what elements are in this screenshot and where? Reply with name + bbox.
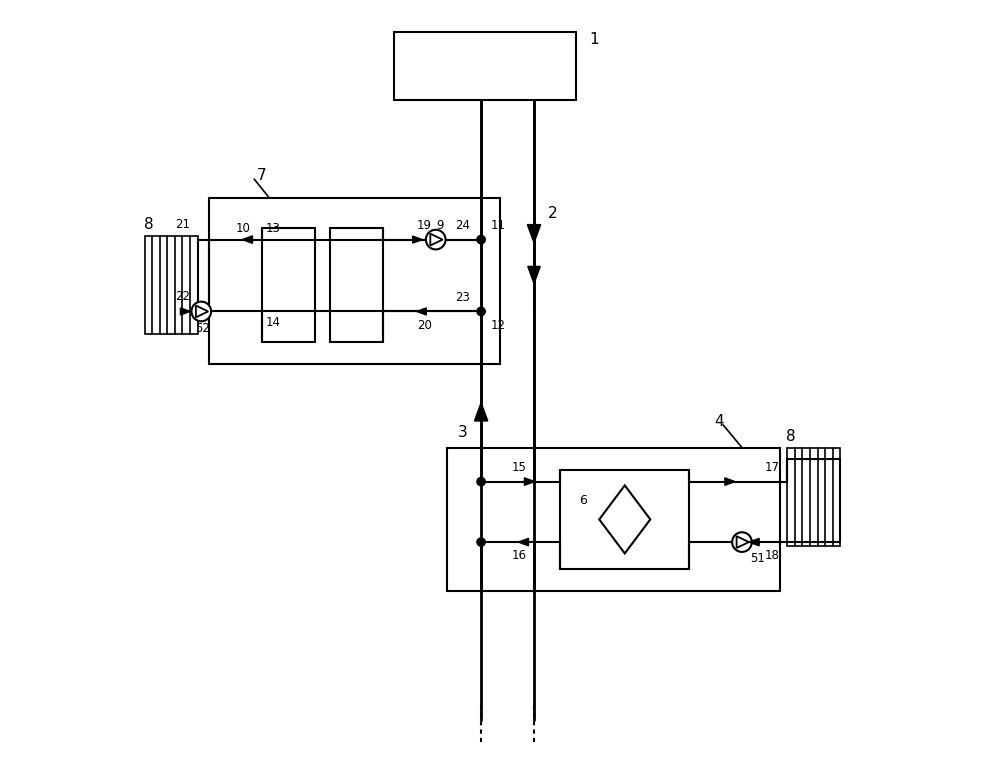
Polygon shape xyxy=(725,478,735,485)
Text: 8: 8 xyxy=(144,217,153,232)
Text: 15: 15 xyxy=(511,461,526,474)
Text: 3: 3 xyxy=(457,425,467,440)
Text: 18: 18 xyxy=(765,550,780,562)
Polygon shape xyxy=(474,403,488,421)
Text: 14: 14 xyxy=(266,317,281,329)
Circle shape xyxy=(191,301,211,321)
Polygon shape xyxy=(749,538,759,546)
Text: 13: 13 xyxy=(266,222,281,235)
Bar xyxy=(394,32,576,99)
Text: 52: 52 xyxy=(195,322,210,335)
Text: 8: 8 xyxy=(786,429,796,444)
Text: 17: 17 xyxy=(765,461,780,474)
Bar xyxy=(145,236,198,334)
Text: 4: 4 xyxy=(714,414,724,429)
Bar xyxy=(560,471,689,568)
Text: 20: 20 xyxy=(417,319,432,332)
Circle shape xyxy=(477,235,485,244)
Text: 19: 19 xyxy=(417,219,432,232)
Polygon shape xyxy=(527,225,541,243)
Text: 7: 7 xyxy=(257,168,267,183)
Polygon shape xyxy=(524,478,535,485)
Polygon shape xyxy=(518,538,529,546)
Text: 6: 6 xyxy=(579,494,587,507)
Text: 21: 21 xyxy=(175,218,190,231)
Text: 16: 16 xyxy=(511,550,526,562)
Circle shape xyxy=(477,477,485,486)
Text: 51: 51 xyxy=(750,553,765,565)
Polygon shape xyxy=(242,236,252,244)
Bar xyxy=(209,198,500,364)
Circle shape xyxy=(477,538,485,546)
Text: 22: 22 xyxy=(175,290,190,303)
Text: 11: 11 xyxy=(490,219,505,232)
Text: 1: 1 xyxy=(590,32,599,47)
Text: 12: 12 xyxy=(490,319,505,332)
Text: 2: 2 xyxy=(548,206,558,221)
Circle shape xyxy=(426,230,446,250)
Bar xyxy=(787,448,840,546)
Polygon shape xyxy=(528,266,540,283)
Polygon shape xyxy=(180,308,190,315)
Circle shape xyxy=(477,307,485,316)
Bar xyxy=(447,448,780,591)
Text: 24: 24 xyxy=(455,219,470,232)
Bar xyxy=(330,228,383,342)
Text: 10: 10 xyxy=(235,222,250,235)
Text: 23: 23 xyxy=(455,291,470,304)
Polygon shape xyxy=(417,308,426,315)
Polygon shape xyxy=(413,236,422,243)
Circle shape xyxy=(732,532,752,552)
Bar xyxy=(262,228,315,342)
Text: 9: 9 xyxy=(436,219,443,232)
